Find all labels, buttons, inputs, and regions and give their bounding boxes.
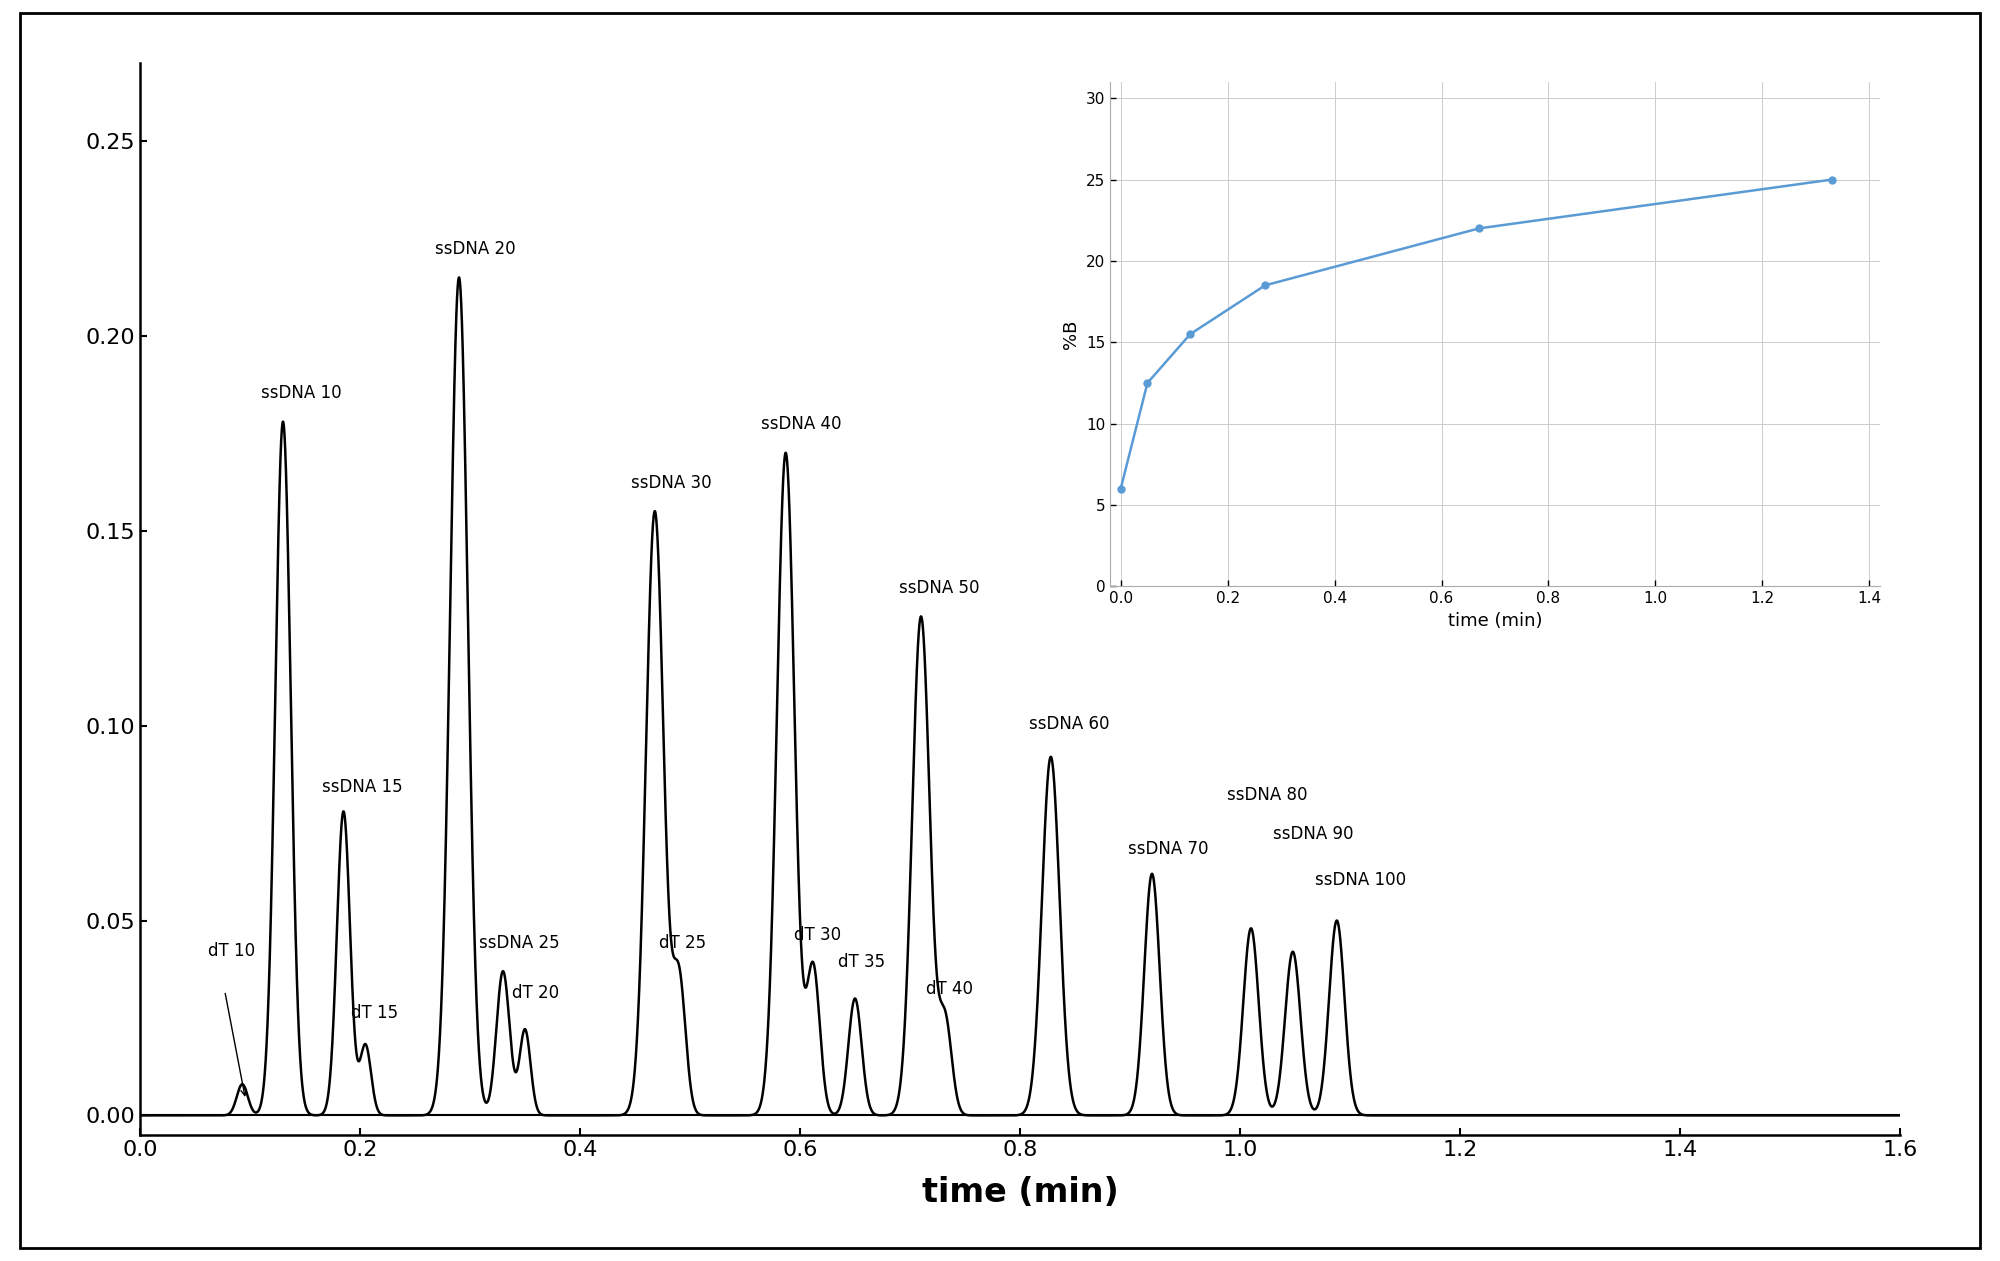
Text: dT 40: dT 40 [926,981,974,999]
Text: ssDNA 90: ssDNA 90 [1274,825,1354,842]
X-axis label: time (min): time (min) [922,1177,1118,1209]
Text: dT 30: dT 30 [794,926,842,944]
Text: dT 20: dT 20 [512,985,558,1002]
Text: ssDNA 60: ssDNA 60 [1028,715,1110,734]
Text: ssDNA 50: ssDNA 50 [898,579,980,596]
Text: ssDNA 80: ssDNA 80 [1226,786,1308,803]
Y-axis label: %B: %B [1062,319,1080,349]
X-axis label: time (min): time (min) [1448,612,1542,629]
Text: dT 35: dT 35 [838,953,886,971]
Text: dT 15: dT 15 [352,1004,398,1021]
Text: dT 25: dT 25 [660,933,706,952]
Text: ssDNA 30: ssDNA 30 [630,474,712,492]
Text: dT 10: dT 10 [208,942,256,960]
Text: ssDNA 20: ssDNA 20 [434,240,516,259]
Text: ssDNA 25: ssDNA 25 [478,933,560,952]
Text: ssDNA 70: ssDNA 70 [1128,840,1208,859]
Text: ssDNA 15: ssDNA 15 [322,778,402,796]
Text: ssDNA 40: ssDNA 40 [762,415,842,434]
Text: ssDNA 100: ssDNA 100 [1314,871,1406,889]
Text: ssDNA 10: ssDNA 10 [260,385,342,402]
